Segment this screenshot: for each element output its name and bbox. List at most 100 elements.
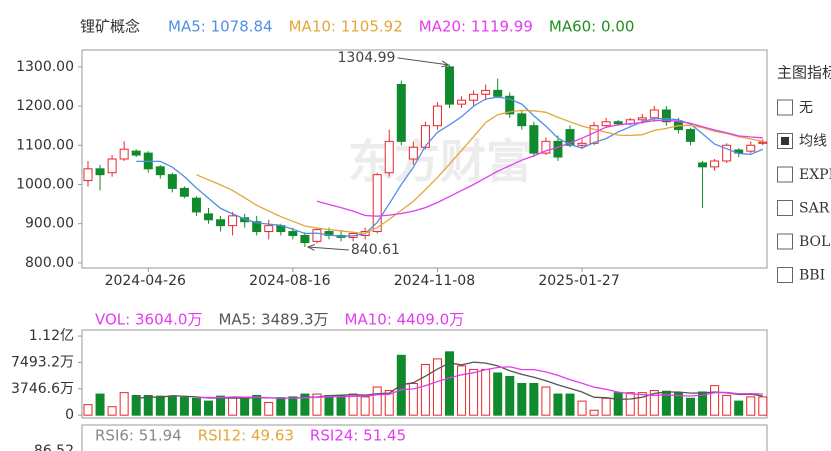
x-tick-label: 2024-04-26	[105, 273, 186, 289]
x-tick-label: 2024-08-16	[249, 273, 330, 289]
volume-bar	[517, 383, 527, 416]
option-label[interactable]: 均线	[799, 134, 827, 150]
volume-bar	[541, 386, 551, 416]
volume-bar	[637, 392, 647, 416]
y-tick-label: 7493.2万	[11, 354, 74, 370]
volume-bar	[577, 400, 587, 416]
candle-body	[710, 160, 720, 168]
candle-body	[384, 140, 394, 174]
option-label[interactable]: BBI	[799, 268, 825, 284]
candle-body	[457, 99, 467, 105]
ma-line	[196, 109, 763, 235]
y-tick-label: 900.00	[25, 216, 74, 232]
volume-bar	[505, 375, 515, 416]
volume-bar	[348, 393, 358, 416]
candle-body	[469, 93, 479, 101]
volume-bar	[408, 383, 418, 416]
candle-body	[107, 158, 117, 174]
candle-body	[420, 125, 430, 148]
panel-title: 主图指标	[777, 64, 831, 82]
y-tick-label: 1200.00	[16, 98, 74, 114]
candle-body	[95, 168, 105, 176]
volume-frame	[81, 329, 768, 419]
candle-body	[686, 129, 695, 142]
volume-bar	[432, 358, 442, 416]
candle-body	[637, 117, 647, 121]
ma-line	[316, 119, 763, 217]
legend-entry: MA10: 1105.92	[289, 18, 403, 36]
option-label[interactable]: BOLL	[799, 234, 831, 250]
y-tick-label: 1.12亿	[29, 328, 74, 344]
candle-body	[312, 229, 322, 242]
rsi-tick-label: 86.52	[34, 443, 74, 451]
volume-bar	[191, 397, 201, 416]
legend-entry: MA10: 4409.0万	[345, 311, 465, 329]
y-tick-label: 1100.00	[16, 137, 74, 153]
volume-bar	[457, 365, 467, 416]
candle-body	[191, 197, 201, 213]
volume-bar	[228, 397, 238, 416]
main-frame	[81, 49, 768, 269]
volume-bar	[565, 393, 575, 416]
volume-bar	[312, 393, 322, 416]
volume-bar	[661, 390, 671, 416]
legend-entry: MA20: 1119.99	[419, 18, 533, 36]
option-label[interactable]: 无	[799, 100, 813, 116]
candle-body	[541, 140, 551, 154]
legend-entry: MA5: 3489.3万	[218, 311, 328, 329]
checkbox[interactable]	[777, 99, 793, 116]
x-tick-label: 2024-11-08	[394, 273, 475, 289]
volume-bar	[179, 397, 189, 416]
volume-bar	[300, 393, 310, 416]
y-tick-label: 1300.00	[16, 59, 74, 75]
checkbox[interactable]	[777, 166, 793, 183]
volume-bar	[288, 396, 298, 416]
candle-body	[432, 105, 442, 127]
checkbox[interactable]	[777, 267, 793, 283]
candle-body	[83, 168, 93, 182]
checkbox[interactable]	[777, 200, 793, 216]
volume-ma-line	[196, 366, 763, 399]
volume-bar	[746, 396, 756, 416]
volume-bar	[276, 397, 286, 416]
y-tick-label: 3746.6万	[11, 381, 74, 397]
legend-entry: VOL: 3604.0万	[95, 311, 202, 329]
checkbox-tick	[781, 137, 789, 145]
volume-bar	[734, 400, 744, 416]
y-tick-label: 0	[65, 407, 74, 423]
volume-bar	[686, 397, 695, 416]
volume-bar	[384, 390, 394, 416]
volume-bar	[445, 351, 454, 416]
y-tick-label: 1000.00	[16, 176, 74, 192]
rsi-frame	[81, 424, 768, 451]
y-tick-label: 800.00	[25, 255, 74, 271]
candle-body	[119, 148, 129, 160]
candle-body	[661, 109, 671, 123]
candle-body	[204, 213, 213, 221]
volume-bar	[167, 396, 177, 416]
volume-bar	[119, 392, 129, 416]
option-label[interactable]: SAR	[799, 201, 830, 217]
legend-entry: MA60: 0.00	[549, 18, 635, 36]
option-label[interactable]: EXPMA	[799, 167, 831, 183]
legend-entry: MA5: 1078.84	[168, 18, 273, 36]
volume-bar	[95, 393, 105, 416]
volume-bar	[107, 406, 117, 416]
candle-body	[577, 142, 587, 146]
checkbox[interactable]	[777, 233, 793, 250]
volume-bar	[143, 394, 153, 416]
candle-body	[252, 221, 262, 233]
volume-bar	[252, 394, 262, 416]
candle-body	[445, 66, 454, 105]
volume-bar	[155, 395, 165, 416]
volume-bar	[698, 391, 708, 416]
candle-body	[613, 121, 623, 125]
volume-bar	[673, 392, 683, 416]
volume-bar	[649, 390, 659, 416]
candle-body	[698, 162, 708, 168]
annotation-arrow	[397, 57, 448, 65]
volume-bar	[372, 386, 382, 416]
volume-bar	[469, 368, 479, 416]
candle-body	[179, 187, 189, 197]
